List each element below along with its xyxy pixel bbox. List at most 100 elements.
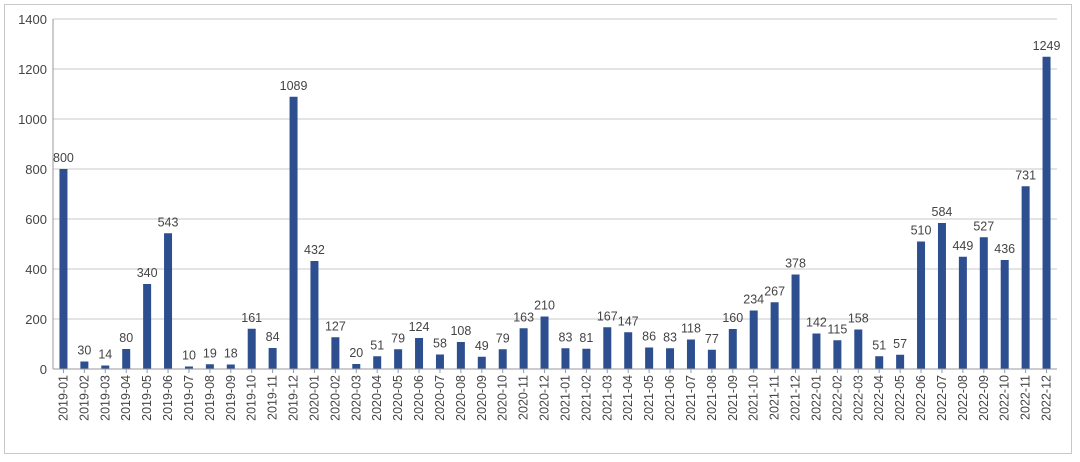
x-tick-label: 2019-10 — [245, 375, 259, 421]
bar-chart: 0 200 400 600 800 1000 1200 1400 800 30 14 80 340 54… — [18, 12, 1061, 421]
x-tick-label: 2019-07 — [182, 375, 196, 421]
x-tick-label: 2019-05 — [140, 375, 154, 421]
data-label: 1089 — [280, 79, 308, 93]
data-label: 10 — [182, 349, 196, 363]
x-tick-label: 2021-08 — [705, 375, 719, 421]
x-axis: 2019-01 2019-02 2019-03 2019-04 2019-05 2019-… — [53, 368, 1057, 421]
data-label: 86 — [642, 330, 656, 344]
data-label: 80 — [119, 331, 133, 345]
data-label: 57 — [893, 337, 907, 351]
bar — [122, 349, 131, 369]
data-label: 20 — [349, 346, 363, 360]
bar — [875, 356, 884, 369]
data-label: 84 — [266, 330, 280, 344]
x-tick-label: 2021-07 — [684, 375, 698, 421]
x-tick-label: 2021-03 — [600, 375, 614, 421]
data-label: 77 — [705, 332, 719, 346]
bar — [435, 354, 444, 369]
x-tick-label: 2020-08 — [454, 375, 468, 421]
data-label: 18 — [224, 347, 238, 361]
bar — [770, 302, 779, 369]
data-label: 83 — [559, 330, 573, 344]
bar — [958, 256, 967, 369]
x-tick-label: 2019-09 — [224, 375, 238, 421]
data-label: 234 — [743, 293, 764, 307]
bar — [854, 329, 863, 369]
x-tick-label: 2021-06 — [663, 375, 677, 421]
data-label: 543 — [158, 215, 179, 229]
x-tick-label: 2019-02 — [77, 375, 91, 421]
bar — [143, 284, 152, 369]
x-tick-label: 2019-08 — [203, 375, 217, 421]
data-label: 510 — [911, 224, 932, 238]
y-tick-label: 1200 — [18, 62, 47, 77]
data-label: 30 — [77, 344, 91, 358]
gridlines — [53, 18, 1057, 370]
y-axis: 0 200 400 600 800 1000 1200 1400 — [18, 12, 54, 377]
x-tick-label: 2019-11 — [266, 375, 280, 420]
chart-frame: 0 200 400 600 800 1000 1200 1400 800 30 14 80 340 54… — [4, 4, 1072, 454]
bar — [645, 347, 654, 369]
data-label: 118 — [681, 322, 701, 336]
x-tick-label: 2021-10 — [747, 375, 761, 421]
bar — [582, 348, 591, 369]
x-tick-label: 2021-01 — [558, 375, 572, 421]
bar — [937, 223, 946, 369]
data-label: 19 — [203, 346, 217, 360]
bar — [1042, 56, 1051, 369]
bar — [394, 349, 403, 369]
data-label: 167 — [597, 309, 618, 323]
data-label: 800 — [53, 151, 74, 165]
x-tick-label: 2021-11 — [768, 375, 782, 420]
data-label: 79 — [391, 331, 405, 345]
x-tick-label: 2019-03 — [98, 375, 112, 421]
bar — [331, 337, 340, 369]
x-tick-label: 2022-08 — [956, 375, 970, 421]
data-label: 124 — [409, 320, 430, 334]
data-label: 527 — [973, 219, 994, 233]
bar — [477, 356, 486, 369]
bar — [164, 233, 173, 369]
x-tick-label: 2022-09 — [977, 375, 991, 421]
bar — [686, 339, 695, 369]
x-tick-label: 2022-05 — [893, 375, 907, 421]
data-label: 378 — [785, 257, 806, 271]
data-label: 81 — [579, 331, 593, 345]
x-tick-label: 2019-12 — [287, 375, 301, 421]
x-tick-label: 2022-01 — [809, 375, 823, 421]
data-label: 731 — [1015, 168, 1036, 182]
data-label: 163 — [513, 310, 534, 324]
x-tick-label: 2022-07 — [935, 375, 949, 421]
bar — [1021, 186, 1030, 369]
x-tick-label: 2019-04 — [119, 375, 133, 421]
data-label: 267 — [764, 284, 785, 298]
bar — [373, 356, 382, 369]
data-label: 115 — [827, 322, 847, 336]
x-tick-label: 2020-11 — [517, 375, 531, 420]
bar — [205, 364, 214, 369]
bar — [1000, 260, 1009, 369]
bar — [226, 364, 235, 369]
x-tick-label: 2021-09 — [726, 375, 740, 421]
data-label: 79 — [496, 331, 510, 345]
bar — [666, 348, 675, 369]
x-tick-label: 2020-06 — [412, 375, 426, 421]
data-label: 58 — [433, 337, 447, 351]
data-label: 161 — [241, 311, 262, 325]
x-tick-label: 2020-10 — [496, 375, 510, 421]
x-tick-label: 2019-06 — [161, 375, 175, 421]
bar — [624, 332, 633, 369]
bar — [603, 327, 612, 369]
data-label: 160 — [722, 311, 743, 325]
x-tick-label: 2022-12 — [1040, 375, 1054, 421]
x-tick-label: 2021-04 — [621, 375, 635, 421]
bars — [59, 56, 1051, 369]
data-label: 158 — [848, 312, 869, 326]
x-tick-label: 2022-02 — [830, 375, 844, 421]
y-tick-label: 1000 — [18, 112, 47, 127]
data-label: 432 — [304, 243, 325, 257]
x-tick-label: 2019-01 — [56, 375, 70, 421]
data-label: 142 — [806, 316, 827, 330]
data-label: 1249 — [1033, 39, 1061, 53]
y-tick-label: 200 — [25, 312, 47, 327]
